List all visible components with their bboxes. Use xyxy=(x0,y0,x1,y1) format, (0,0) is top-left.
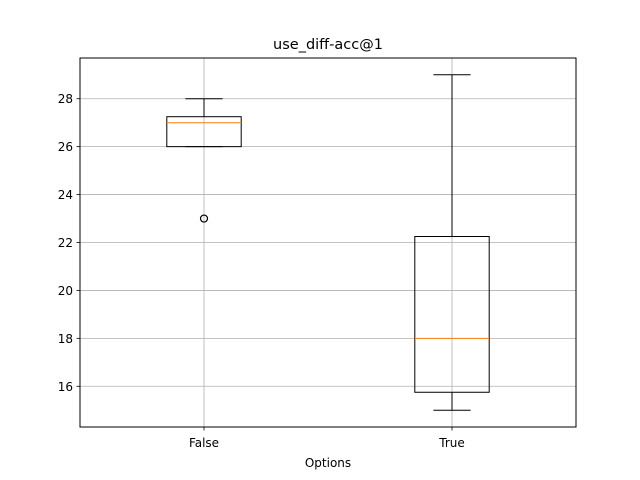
y-tick-label: 22 xyxy=(58,236,73,250)
grid-lines xyxy=(80,58,576,427)
y-tick-label: 18 xyxy=(58,332,73,346)
y-tick-label: 16 xyxy=(58,380,73,394)
iqr-box xyxy=(414,236,490,393)
outlier-point xyxy=(199,214,209,223)
chart-title: use_diff-acc@1 xyxy=(273,37,383,53)
x-axis-label: Options xyxy=(305,456,351,470)
box-group xyxy=(166,74,490,411)
y-tick-label: 24 xyxy=(58,188,73,202)
y-tick-label: 20 xyxy=(58,284,73,298)
x-tick-label: True xyxy=(438,436,465,450)
y-tick-label: 26 xyxy=(58,140,73,154)
box-false xyxy=(166,98,242,223)
iqr-box xyxy=(166,116,242,148)
box-true xyxy=(414,74,490,411)
x-tick-label: False xyxy=(189,436,219,450)
y-tick-label: 28 xyxy=(58,92,73,106)
y-axis: 16 18 20 22 24 26 28 xyxy=(58,92,80,394)
x-axis: False True xyxy=(189,427,465,450)
